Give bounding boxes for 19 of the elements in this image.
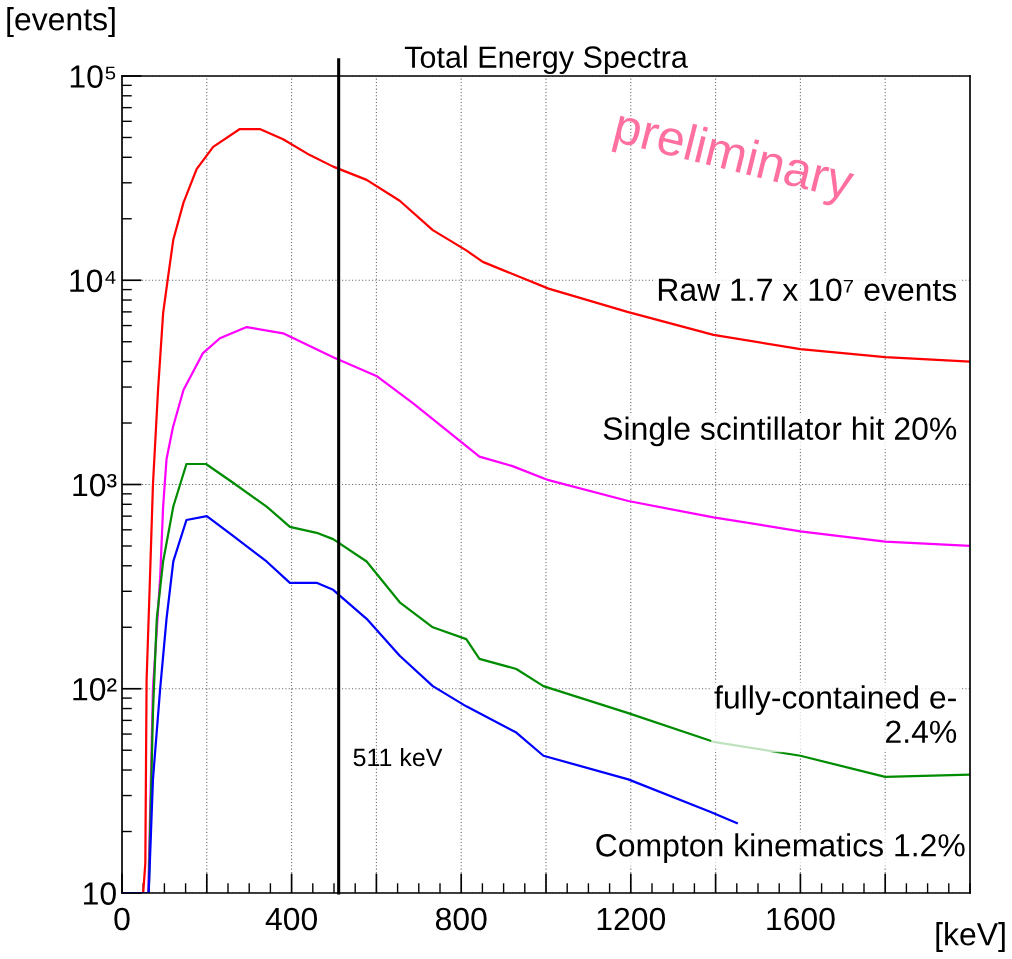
- chart-title: Total Energy Spectra: [404, 45, 688, 75]
- line-series: [147, 325, 970, 893]
- x-tick-label: 0: [114, 907, 130, 931]
- y-axis-title: [events]: [7, 7, 115, 37]
- y-tick-label: 10³: [73, 473, 117, 497]
- y-tick-label: 10: [84, 882, 116, 905]
- series-label: fully-contained e- 2.4%: [714, 685, 957, 743]
- x-tick-label: 1200: [597, 907, 666, 931]
- ref-line-label: 511 keV: [353, 747, 443, 767]
- series-label: Compton kinematics 1.2%: [596, 833, 965, 863]
- x-tick-label: 1600: [767, 907, 835, 931]
- series-label: Single scintillator hit 20%: [603, 416, 957, 447]
- y-tick-label: 10²: [73, 678, 117, 701]
- y-tick-label: 10⁴: [70, 269, 116, 293]
- x-tick-label: 800: [435, 907, 487, 931]
- series-label: Raw 1.7 x 10⁷ events: [658, 278, 957, 302]
- x-axis-title: [keV]: [936, 922, 1005, 952]
- x-tick-label: 400: [265, 907, 317, 931]
- y-tick-label: 10⁵: [70, 65, 116, 88]
